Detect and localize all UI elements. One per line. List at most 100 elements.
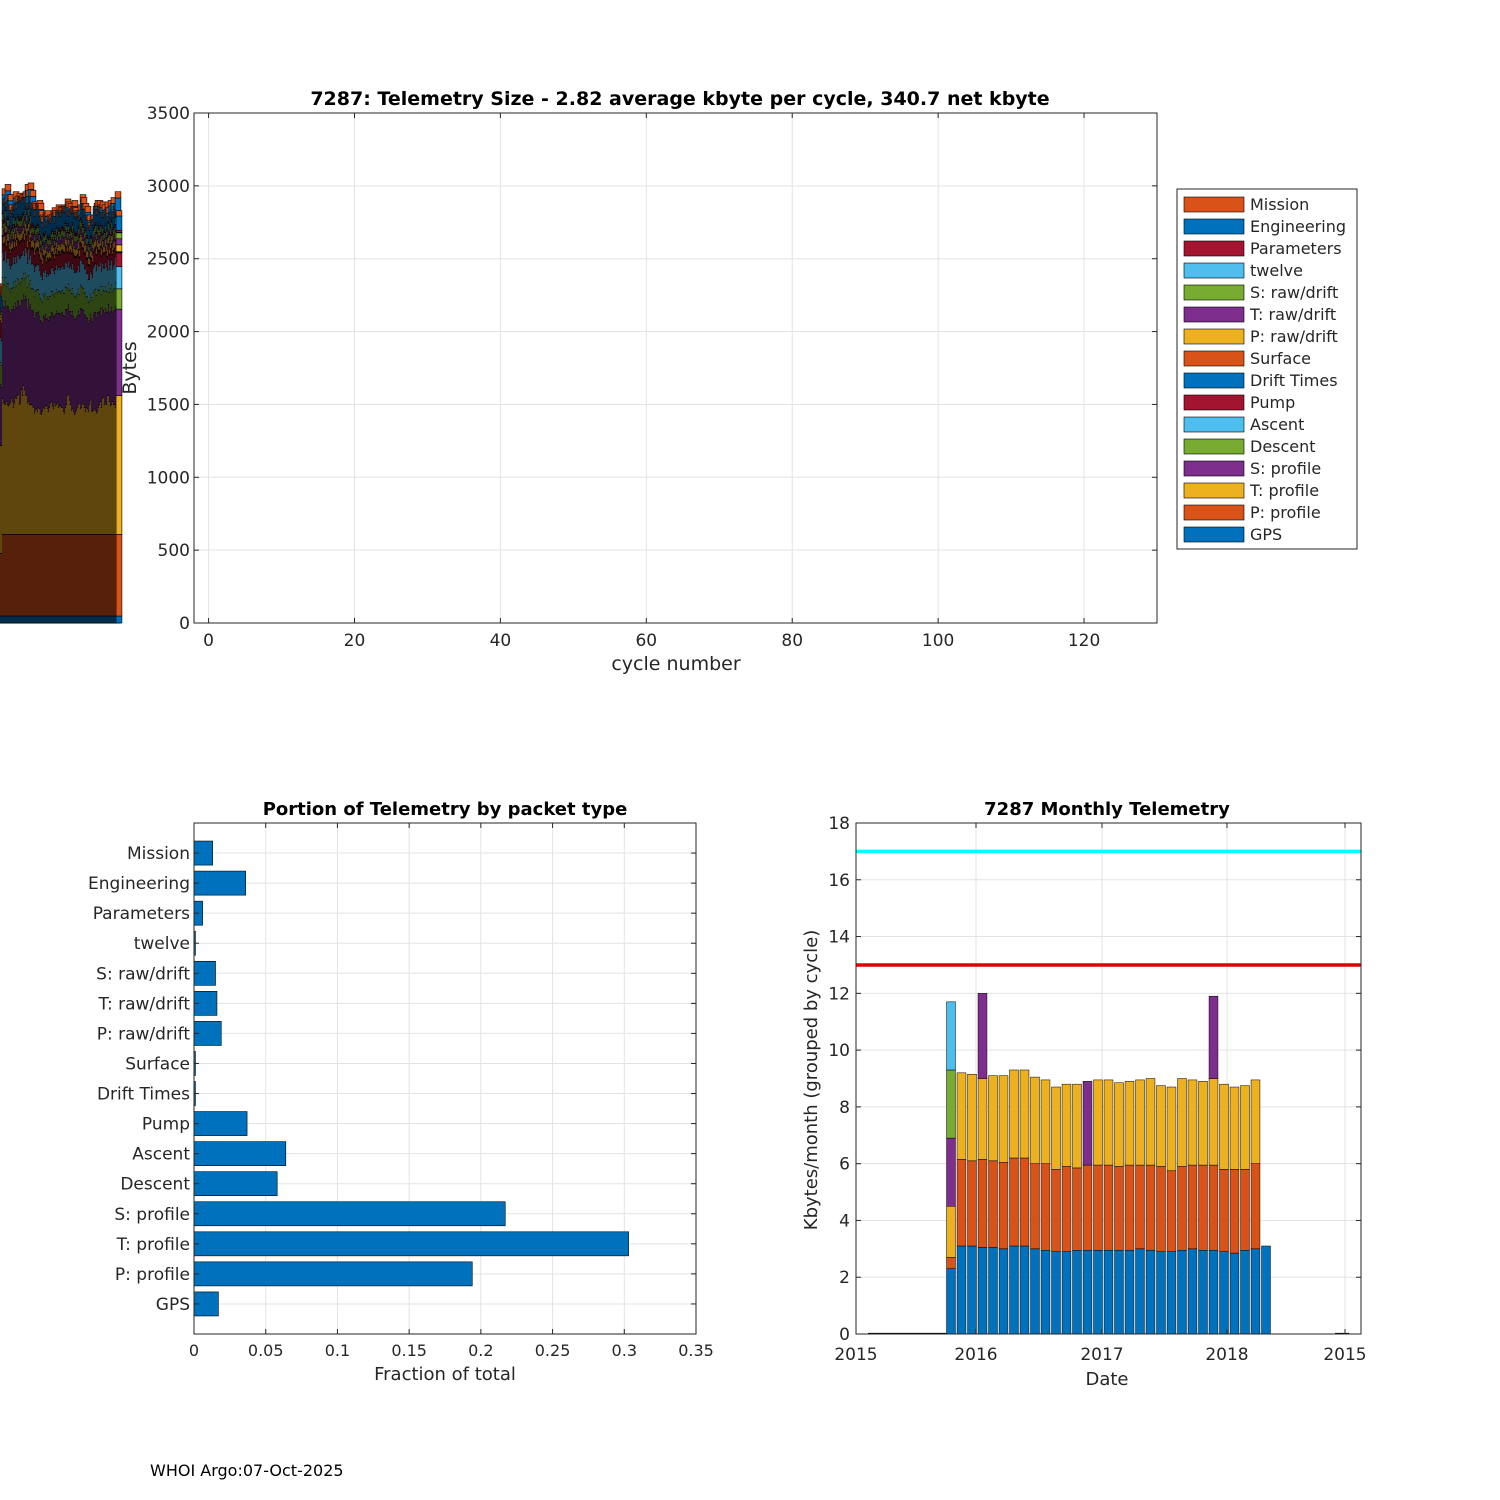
monthly-bar-segment [1156, 1166, 1166, 1252]
monthly-bar-segment [988, 1075, 998, 1162]
monthly-bar-segment [967, 1160, 977, 1247]
legend-label: Pump [1250, 393, 1295, 412]
y-tick-label: Descent [120, 1175, 190, 1195]
x-tick-label: 100 [922, 631, 954, 651]
monthly-bar-segment [1166, 1170, 1177, 1252]
monthly-reference-lines [856, 849, 1361, 967]
legend-label: GPS [1250, 525, 1282, 544]
y-tick-label: Ascent [132, 1145, 190, 1165]
monthly-plot-frame [855, 822, 1362, 1335]
monthly-bar-segment [967, 1073, 977, 1162]
monthly-bar-segment [946, 1257, 956, 1269]
legend-swatch [1183, 350, 1245, 367]
monthly-bar-segment [998, 1075, 1009, 1163]
y-tick-label: Pump [142, 1115, 190, 1135]
monthly-bar-segment [1061, 1083, 1072, 1167]
monthly-bar-segment [1177, 1250, 1187, 1335]
y-tick-label: Mission [127, 844, 190, 864]
legend-label: Surface [1250, 349, 1311, 368]
monthly-bar-segment [1051, 1169, 1061, 1252]
x-tick-label: 2018 [1205, 1345, 1248, 1365]
legend-swatch [1183, 240, 1245, 257]
stacked-bar-segment [115, 210, 123, 217]
monthly-bar-segment [946, 1137, 956, 1207]
stacked-bar-segment [115, 266, 123, 290]
y-tick-label: T: raw/drift [97, 994, 190, 1014]
y-tick-label: S: raw/drift [96, 964, 190, 984]
telemetry-size-chart: 0 20 40 60 80 100 120 0 500 1000 1500 2000 2500 3000 3… [0, 88, 1358, 675]
monthly-bar-segment [1187, 1079, 1198, 1166]
monthly-bar-segment [998, 1161, 1009, 1250]
monthly-bar-segment [1219, 1251, 1229, 1335]
portion-ticks: 0 0.05 0.1 0.15 0.2 0.25 0.3 0.35 Mission Enginee… [88, 823, 714, 1360]
telemetry-grid [194, 112, 1157, 624]
monthly-xlabel: Date [1085, 1369, 1128, 1390]
monthly-bar-segment [967, 1245, 977, 1335]
monthly-bar-segment [956, 1245, 967, 1335]
y-tick-label: 0 [179, 614, 190, 634]
monthly-bar-segment [956, 1072, 967, 1160]
monthly-bar-segment [1051, 1086, 1061, 1170]
stacked-bar-segment [4, 184, 12, 192]
stacked-bar-segment [115, 238, 123, 246]
monthly-bar-segment [1208, 1250, 1219, 1335]
legend-swatch [1183, 526, 1245, 543]
monthly-bar-segment [946, 1001, 956, 1071]
legend-swatch [1183, 460, 1245, 477]
y-tick-label: 18 [828, 814, 850, 834]
stacked-bar-segment [84, 205, 92, 213]
x-tick-label: 0.25 [535, 1341, 571, 1360]
x-tick-label: 20 [344, 631, 366, 651]
portion-bars [193, 840, 629, 1317]
telemetry-plot-frame [193, 112, 1158, 624]
x-tick-label: 0.35 [678, 1341, 714, 1360]
x-tick-label: 80 [781, 631, 803, 651]
y-tick-label: 4 [839, 1211, 850, 1231]
monthly-bar-segment [977, 1078, 988, 1160]
legend-swatch [1183, 196, 1245, 213]
stacked-bar-segment [115, 288, 123, 310]
y-tick-label: 0 [839, 1325, 850, 1345]
monthly-bar-segment [1103, 1250, 1114, 1335]
y-tick-label: Drift Times [97, 1085, 190, 1105]
monthly-bar-segment [998, 1248, 1009, 1335]
monthly-bar-segment [1124, 1250, 1135, 1335]
telemetry-ticks: 0 20 40 60 80 100 120 0 500 1000 1500 2000 2500 3000 3… [147, 104, 1157, 651]
portion-chart: 0 0.05 0.1 0.15 0.2 0.25 0.3 0.35 Mission Enginee… [88, 799, 714, 1385]
fraction-bar [193, 870, 246, 896]
monthly-bar-segment [1072, 1250, 1082, 1335]
monthly-bar-segment [1261, 1245, 1271, 1335]
fraction-bar [193, 1201, 506, 1227]
monthly-bar-segment [1198, 1250, 1208, 1335]
monthly-bar-segment [1240, 1250, 1250, 1335]
stacked-bar-segment [115, 534, 123, 617]
footer-credit: WHOI Argo:07-Oct-2025 [150, 1461, 344, 1480]
legend-label: P: raw/drift [1250, 327, 1338, 346]
x-tick-label: 0 [203, 631, 214, 651]
monthly-bar-segment [1030, 1163, 1040, 1250]
telemetry-bars [0, 182, 123, 624]
telemetry-xlabel: cycle number [611, 653, 740, 675]
monthly-bars [868, 993, 1349, 1335]
fraction-bar [193, 1231, 629, 1257]
legend-label: twelve [1250, 261, 1303, 280]
y-tick-label: GPS [156, 1295, 190, 1315]
legend-swatch [1183, 284, 1245, 301]
monthly-bar-segment [1219, 1083, 1229, 1170]
x-tick-label: 0.2 [468, 1341, 493, 1360]
x-tick-label: 0.15 [391, 1341, 427, 1360]
monthly-bar-segment [1019, 1157, 1030, 1247]
x-tick-label: 120 [1068, 631, 1100, 651]
y-tick-label: 14 [828, 928, 850, 948]
legend-swatch [1183, 262, 1245, 279]
monthly-bar-segment [1156, 1251, 1166, 1335]
monthly-bar-segment [1198, 1081, 1208, 1166]
monthly-ylabel: Kbytes/month (grouped by cycle) [801, 930, 822, 1230]
monthly-bar-segment [1208, 1078, 1219, 1166]
monthly-bar-segment [977, 993, 988, 1079]
monthly-bar-segment [1240, 1169, 1250, 1251]
stacked-bar-segment [27, 182, 35, 190]
monthly-bar-segment [1187, 1248, 1198, 1335]
monthly-bar-segment [988, 1160, 998, 1248]
stacked-bar-segment [115, 615, 123, 624]
